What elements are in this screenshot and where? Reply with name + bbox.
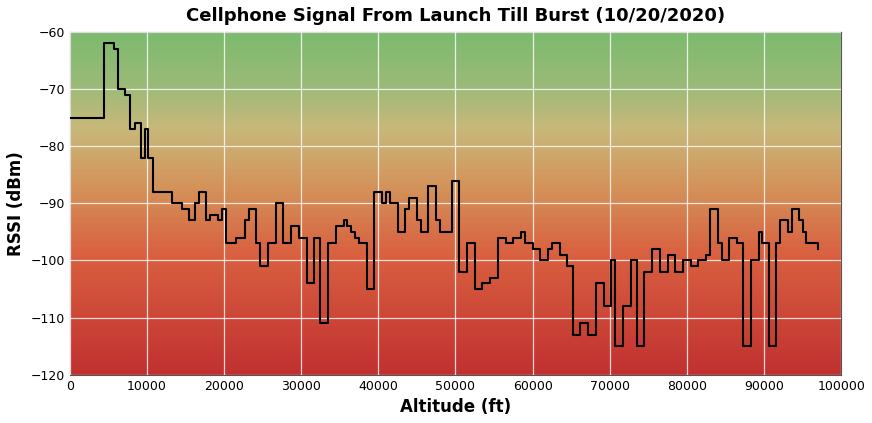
Y-axis label: RSSI (dBm): RSSI (dBm) [7, 151, 25, 256]
Title: Cellphone Signal From Launch Till Burst (10/20/2020): Cellphone Signal From Launch Till Burst … [186, 7, 725, 25]
X-axis label: Altitude (ft): Altitude (ft) [400, 398, 511, 416]
